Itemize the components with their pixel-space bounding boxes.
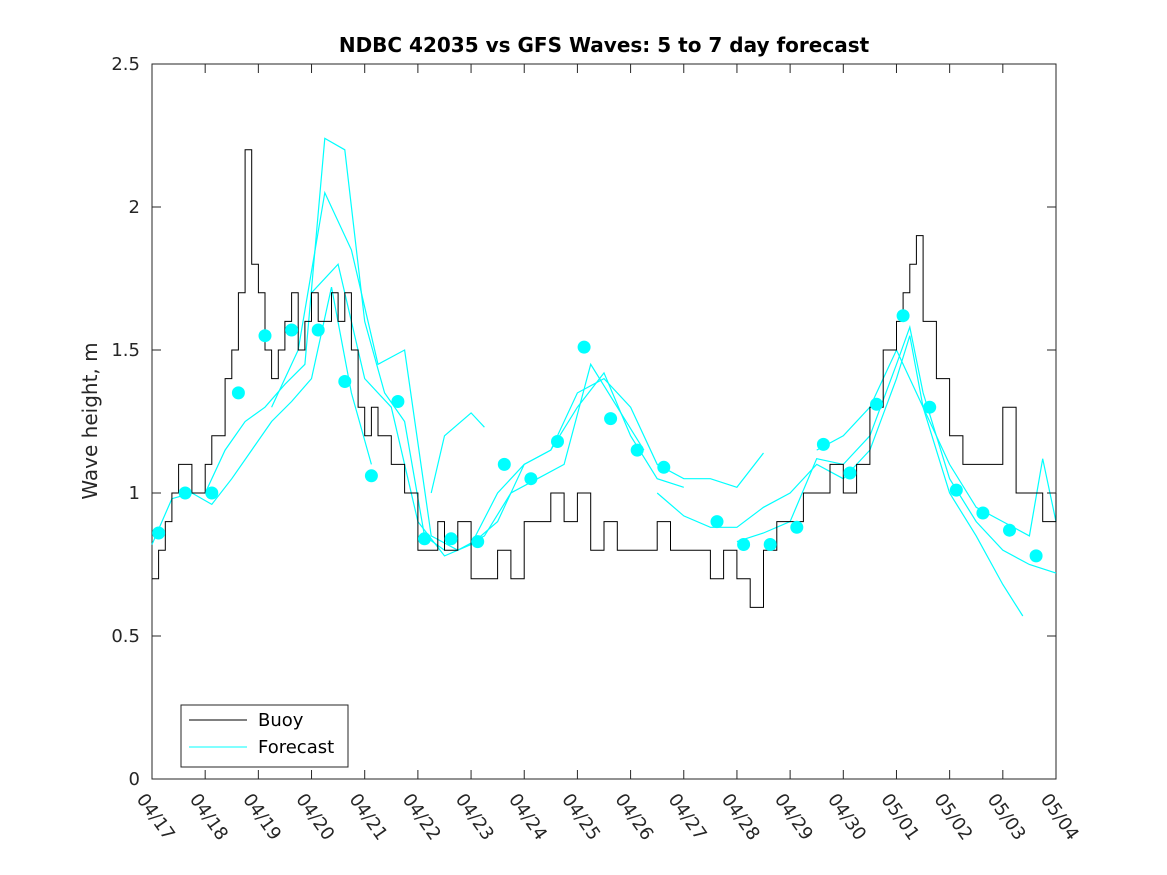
y-tick-label: 1 xyxy=(129,483,140,504)
plot-area xyxy=(151,63,1057,780)
forecast-point xyxy=(604,412,618,426)
forecast-point xyxy=(497,457,511,471)
forecast-point xyxy=(285,323,299,337)
legend: Buoy Forecast xyxy=(180,704,349,768)
forecast-point xyxy=(444,532,458,546)
forecast-point xyxy=(1003,523,1016,537)
forecast-point xyxy=(949,483,963,497)
forecast-point xyxy=(763,538,777,551)
buoy-line xyxy=(152,149,1057,608)
forecast-point xyxy=(710,515,724,529)
forecast-point xyxy=(1029,549,1043,563)
forecast-run-line-2 xyxy=(204,137,445,551)
y-tick-label: 2.5 xyxy=(111,54,140,75)
forecast-run-line-9 xyxy=(816,348,1057,537)
forecast-point xyxy=(338,375,352,388)
forecast-point xyxy=(976,506,990,520)
forecast-point xyxy=(418,532,431,546)
forecast-point xyxy=(311,323,325,337)
forecast-point xyxy=(231,386,245,400)
forecast-point xyxy=(870,397,883,411)
forecast-point xyxy=(896,309,910,323)
forecast-point xyxy=(630,443,644,457)
y-tick-label: 0.5 xyxy=(111,626,140,647)
axes-box xyxy=(151,63,1057,780)
y-tick-label: 1.5 xyxy=(111,340,140,361)
forecast-point xyxy=(737,538,751,551)
forecast-point xyxy=(816,437,830,451)
legend-box xyxy=(180,704,349,768)
legend-buoy-label: Buoy xyxy=(258,710,304,731)
y-tick-label: 2 xyxy=(129,197,140,218)
forecast-point xyxy=(790,520,804,534)
forecast-point xyxy=(205,486,219,500)
forecast-point xyxy=(471,535,485,549)
forecast-point xyxy=(152,526,166,540)
forecast-point xyxy=(551,435,564,448)
forecast-point xyxy=(923,400,937,414)
forecast-point xyxy=(364,469,378,483)
forecast-run-line-8 xyxy=(736,324,1057,574)
y-axis-label: Wave height, m xyxy=(78,342,102,499)
forecast-run-line-6 xyxy=(470,377,764,545)
chart-title: NDBC 42035 vs GFS Waves: 5 to 7 day fore… xyxy=(339,33,870,57)
forecast-run-line-5 xyxy=(430,412,485,494)
forecast-point xyxy=(178,486,192,500)
y-tick-label: 0 xyxy=(129,769,140,790)
buoy-line-group xyxy=(152,149,1057,608)
forecast-run-line-4 xyxy=(311,262,684,557)
forecast-point xyxy=(258,329,272,343)
forecast-markers xyxy=(152,309,1043,563)
forecast-point xyxy=(657,460,671,474)
y-axis: 0 0.5 1 1.5 2 2.5 xyxy=(111,54,1056,790)
legend-forecast-label: Forecast xyxy=(258,737,334,758)
forecast-point xyxy=(843,466,857,480)
forecast-point xyxy=(524,472,538,486)
forecast-point xyxy=(577,340,591,354)
forecast-point xyxy=(391,395,405,408)
